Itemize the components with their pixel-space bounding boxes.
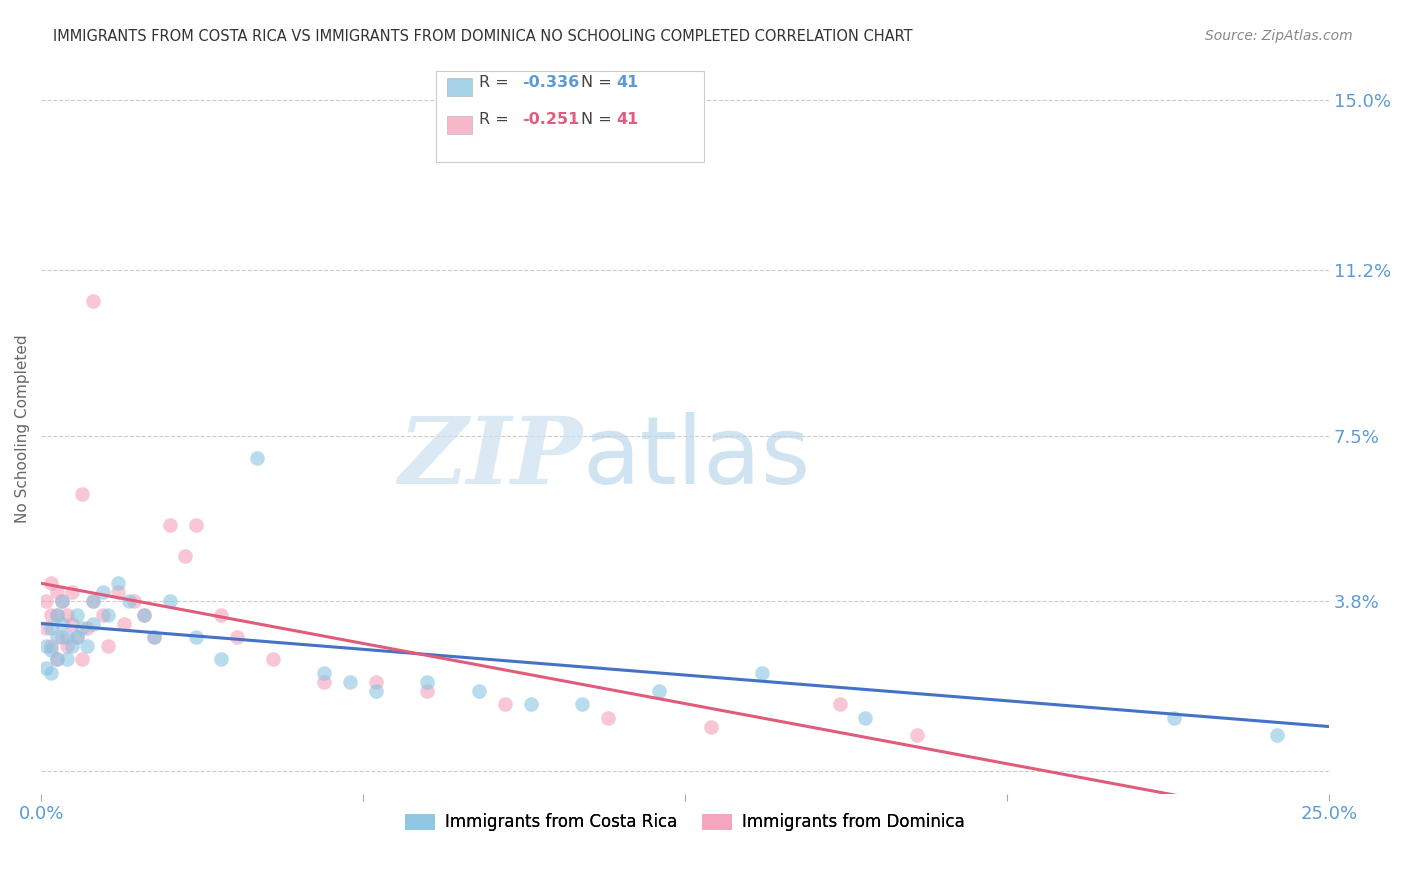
Point [56,630,79,644]
Point [45,652,67,666]
Point [339,674,361,689]
Point [56,652,79,666]
Point [118,594,141,608]
Point [35,639,58,653]
Point [41,665,63,680]
Point [648,683,671,698]
Text: R =: R = [479,112,515,127]
Point [97,607,120,622]
Point [751,665,773,680]
Point [82,594,104,608]
Point [66,630,89,644]
Text: ZIP: ZIP [398,413,582,503]
Point [35,594,58,608]
Text: 41: 41 [616,112,638,127]
Point [416,683,439,698]
Point [41,639,63,653]
Point [60,639,83,653]
Point [45,607,67,622]
Point [209,652,232,666]
Text: N =: N = [581,112,617,127]
Point [122,594,145,608]
Point [45,652,67,666]
Point [45,607,67,622]
Point [107,576,129,591]
Point [519,697,541,711]
Point [159,518,181,533]
Point [60,616,83,631]
Point [82,594,104,608]
Point [60,585,83,599]
Point [56,607,79,622]
Point [596,710,619,724]
Point [51,616,73,631]
Point [91,607,114,622]
Point [571,697,593,711]
Point [51,594,73,608]
Point [56,639,79,653]
Point [262,652,284,666]
Y-axis label: No Schooling Completed: No Schooling Completed [15,334,30,524]
Point [66,607,89,622]
Point [905,729,928,743]
Point [51,594,73,608]
Text: IMMIGRANTS FROM COSTA RICA VS IMMIGRANTS FROM DOMINICA NO SCHOOLING COMPLETED CO: IMMIGRANTS FROM COSTA RICA VS IMMIGRANTS… [53,29,912,44]
Text: -0.251: -0.251 [522,112,579,127]
Point [72,652,94,666]
Text: N =: N = [581,75,617,89]
Point [76,639,98,653]
Legend: Immigrants from Costa Rica, Immigrants from Dominica: Immigrants from Costa Rica, Immigrants f… [398,806,972,838]
Point [82,616,104,631]
Point [72,487,94,501]
Point [41,621,63,635]
Point [143,630,166,644]
Point [143,630,166,644]
Point [468,683,491,698]
Point [35,621,58,635]
Point [174,549,197,564]
Point [35,661,58,675]
Text: Source: ZipAtlas.com: Source: ZipAtlas.com [1205,29,1353,43]
Point [51,630,73,644]
Text: atlas: atlas [582,412,810,504]
Point [184,518,207,533]
Point [134,607,156,622]
Point [828,697,851,711]
Point [45,585,67,599]
Point [314,674,336,689]
Point [1163,710,1185,724]
Text: R =: R = [479,75,515,89]
Point [1267,729,1289,743]
Point [41,576,63,591]
Point [494,697,516,711]
Point [97,639,120,653]
Point [246,450,269,465]
Point [416,674,439,689]
Point [853,710,876,724]
Point [91,585,114,599]
Point [225,630,247,644]
Point [209,607,232,622]
Point [134,607,156,622]
Point [364,683,387,698]
Point [159,594,181,608]
Point [364,674,387,689]
Point [66,630,89,644]
Point [112,616,135,631]
Point [314,665,336,680]
Point [184,630,207,644]
Text: 41: 41 [616,75,638,89]
Point [76,621,98,635]
Point [700,719,723,733]
Point [41,607,63,622]
Point [82,294,104,309]
Text: -0.336: -0.336 [522,75,579,89]
Point [72,621,94,635]
Point [107,585,129,599]
Point [41,643,63,657]
Point [45,630,67,644]
